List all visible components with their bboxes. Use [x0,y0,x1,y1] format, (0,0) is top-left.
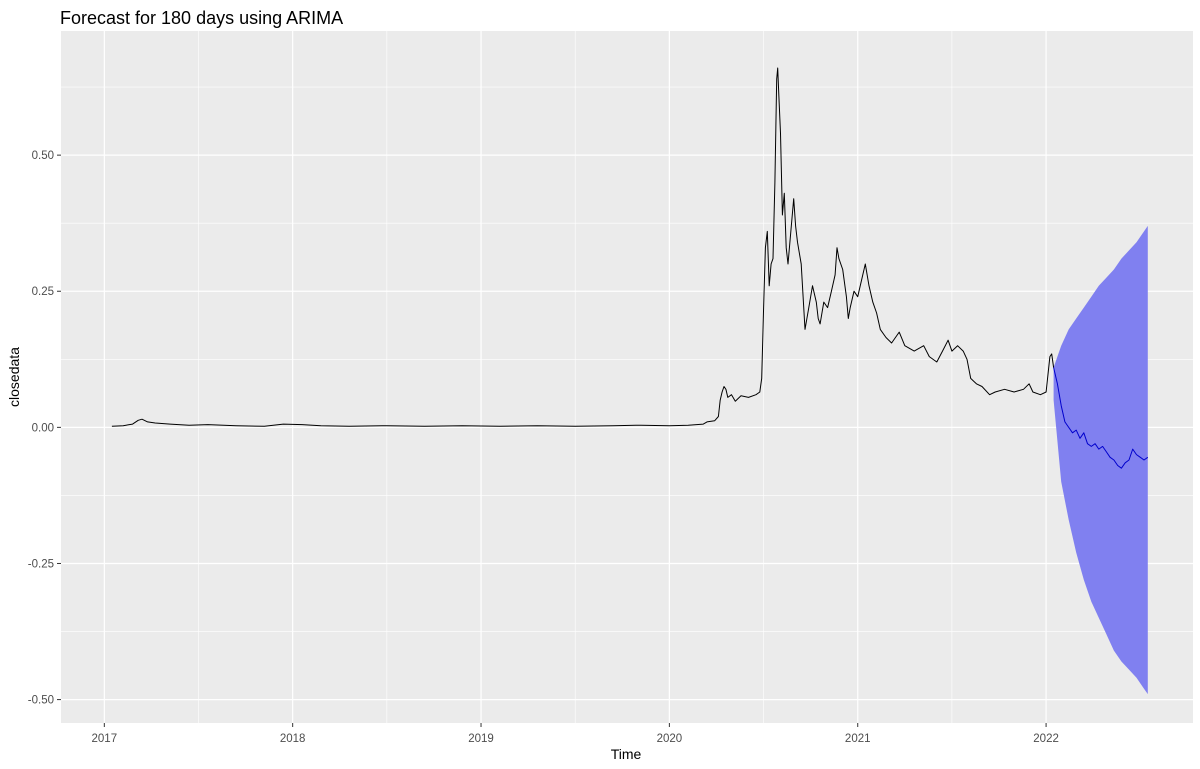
plot-panel [61,31,1193,723]
x-tick-label: 2020 [657,733,683,745]
y-axis-title: closedata [6,347,22,407]
x-tick-label: 2022 [1033,733,1059,745]
x-tick-label: 2021 [845,733,871,745]
x-tick-label: 2017 [92,733,118,745]
y-tick-label: 0.00 [32,422,54,434]
x-axis: 2017 2018 2019 2020 2021 2022 [92,723,1059,745]
y-tick-label: -0.25 [28,558,54,570]
series-line-observed [111,67,1055,427]
x-tick-label: 2019 [468,733,494,745]
prediction-interval-band [1053,225,1148,695]
grid-lines [61,31,1193,723]
chart-title: Forecast for 180 days using ARIMA [60,8,343,28]
x-tick-label: 2018 [280,733,306,745]
y-tick-label: -0.50 [28,695,54,707]
x-axis-title: Time [611,746,642,762]
series-lines [111,67,1149,469]
y-tick-label: 0.50 [32,150,54,162]
y-axis: 0.50 0.25 0.00 -0.25 -0.50 [28,150,61,707]
y-tick-label: 0.25 [32,286,54,298]
series-line-forecast [1053,367,1149,469]
prediction-interval [1053,225,1148,695]
